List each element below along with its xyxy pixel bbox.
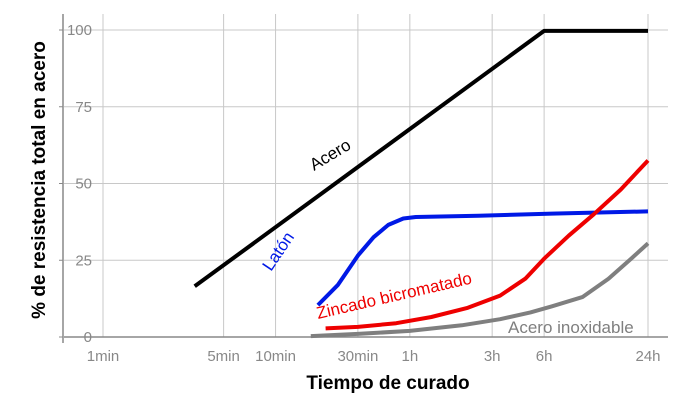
series-label-acero-inoxidable: Acero inoxidable <box>508 318 634 337</box>
y-tick-label-0: 0 <box>84 329 92 346</box>
y-tick-label-1: 25 <box>75 252 92 269</box>
x-axis-title: Tiempo de curado <box>306 373 469 394</box>
y-axis-title: % de resistencia total en acero <box>29 41 50 319</box>
series-line-3 <box>310 241 650 339</box>
x-tick-label-0: 1min <box>87 348 120 365</box>
y-tick-label-2: 50 <box>75 176 92 193</box>
y-tick-label-3: 75 <box>75 99 92 116</box>
series-line-2 <box>325 159 650 331</box>
x-tick-label-3: 30min <box>337 348 378 365</box>
x-tick-label-7: 24h <box>635 348 660 365</box>
axes <box>59 14 64 343</box>
series-line-0 <box>193 28 648 288</box>
series-line-1 <box>316 209 649 307</box>
tick-labels: 1min 5min 10min 30min 1h 3h 6h 24h 0 25 50 75 100 <box>67 22 661 365</box>
x-tick-label-2: 10min <box>255 348 296 365</box>
y-tick-label-4: 100 <box>67 22 92 39</box>
x-tick-label-4: 1h <box>401 348 418 365</box>
series-lines <box>193 28 650 339</box>
grid-lines <box>64 14 668 338</box>
x-tick-label-6: 6h <box>536 348 553 365</box>
x-tick-label-1: 5min <box>207 348 240 365</box>
x-tick-label-5: 3h <box>484 348 501 365</box>
